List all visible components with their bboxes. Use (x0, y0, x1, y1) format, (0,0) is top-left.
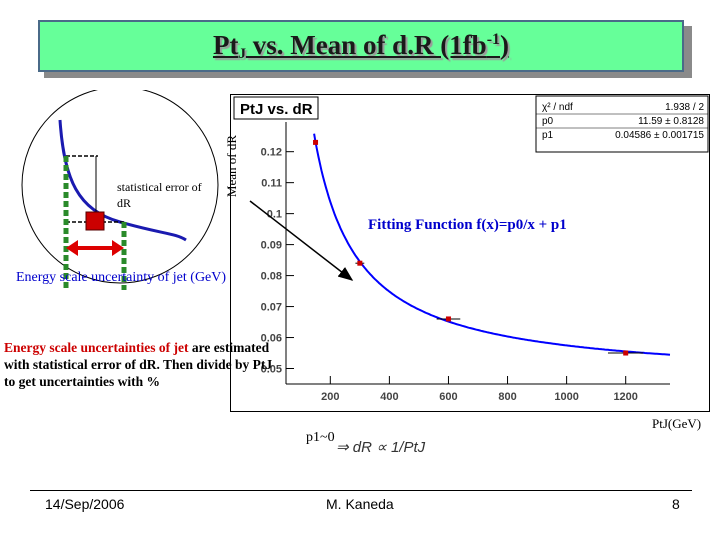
energy-scale-label: Energy scale uncertainty of jet (GeV) (16, 270, 227, 285)
stats-label: p0 (542, 116, 554, 127)
y-tick-label: 0.05 (261, 364, 282, 376)
fit-function-label: Fitting Function f(x)=p0/x + p1 (368, 217, 567, 233)
x-tick-label: 600 (439, 391, 457, 403)
y-tick-label: 0.07 (261, 302, 282, 314)
footer-page-number: 8 (672, 496, 680, 512)
sketch-red-point (85, 211, 105, 231)
x-tick-label: 1200 (613, 391, 637, 403)
stat-error-label: statistical error of dR (117, 180, 202, 210)
explanation-paragraph: Energy scale uncertainties of jet are es… (4, 340, 273, 389)
title-box: PtJ vs. Mean of d.R (1fb-1) (38, 20, 684, 72)
fit-curve (313, 133, 671, 356)
data-point (445, 316, 451, 322)
y-tick-label: 0.11 (261, 178, 282, 190)
footer-date: 14/Sep/2006 (45, 496, 125, 512)
data-point (623, 350, 629, 356)
x-tick-label: 800 (498, 391, 516, 403)
slide-title: PtJ vs. Mean of d.R (1fb-1) (212, 29, 510, 62)
chart-title: PtJ vs. dR (240, 101, 313, 118)
footer-divider (30, 490, 692, 491)
p1-approx-label: p1~0 (306, 430, 335, 445)
sketch-diagram (21, 90, 219, 290)
data-point (357, 260, 363, 266)
stats-box (535, 95, 709, 153)
x-tick-label: 200 (321, 391, 339, 403)
stats-label: p1 (542, 130, 554, 141)
stats-value: 0.04586 ± 0.001715 (615, 130, 704, 141)
y-tick-label: 0.09 (261, 240, 282, 252)
ptj-vs-dr-chart: PtJ vs. dR χ² / ndf 1.938 / 2 p0 11.59 ± 0.8… (233, 95, 709, 403)
chart-title-box (233, 96, 319, 120)
x-tick-label: 400 (380, 391, 398, 403)
footer-author: M. Kaneda (326, 496, 394, 512)
stats-value: 11.59 ± 0.8128 (638, 116, 704, 127)
x-axis-unit-label: PtJ(GeV) (652, 416, 702, 431)
stats-value: 1.938 / 2 (665, 102, 704, 113)
data-point (313, 139, 319, 145)
proportional-formula: ⇒ dR ∝ 1/PtJ (336, 439, 426, 456)
y-tick-label: 0.12 (261, 147, 282, 159)
y-tick-label: 0.06 (261, 333, 282, 345)
stats-label: χ² / ndf (542, 102, 573, 113)
sketch-circle (21, 90, 219, 284)
x-tick-label: 1000 (554, 391, 578, 403)
y-tick-label: 0.08 (261, 271, 282, 283)
